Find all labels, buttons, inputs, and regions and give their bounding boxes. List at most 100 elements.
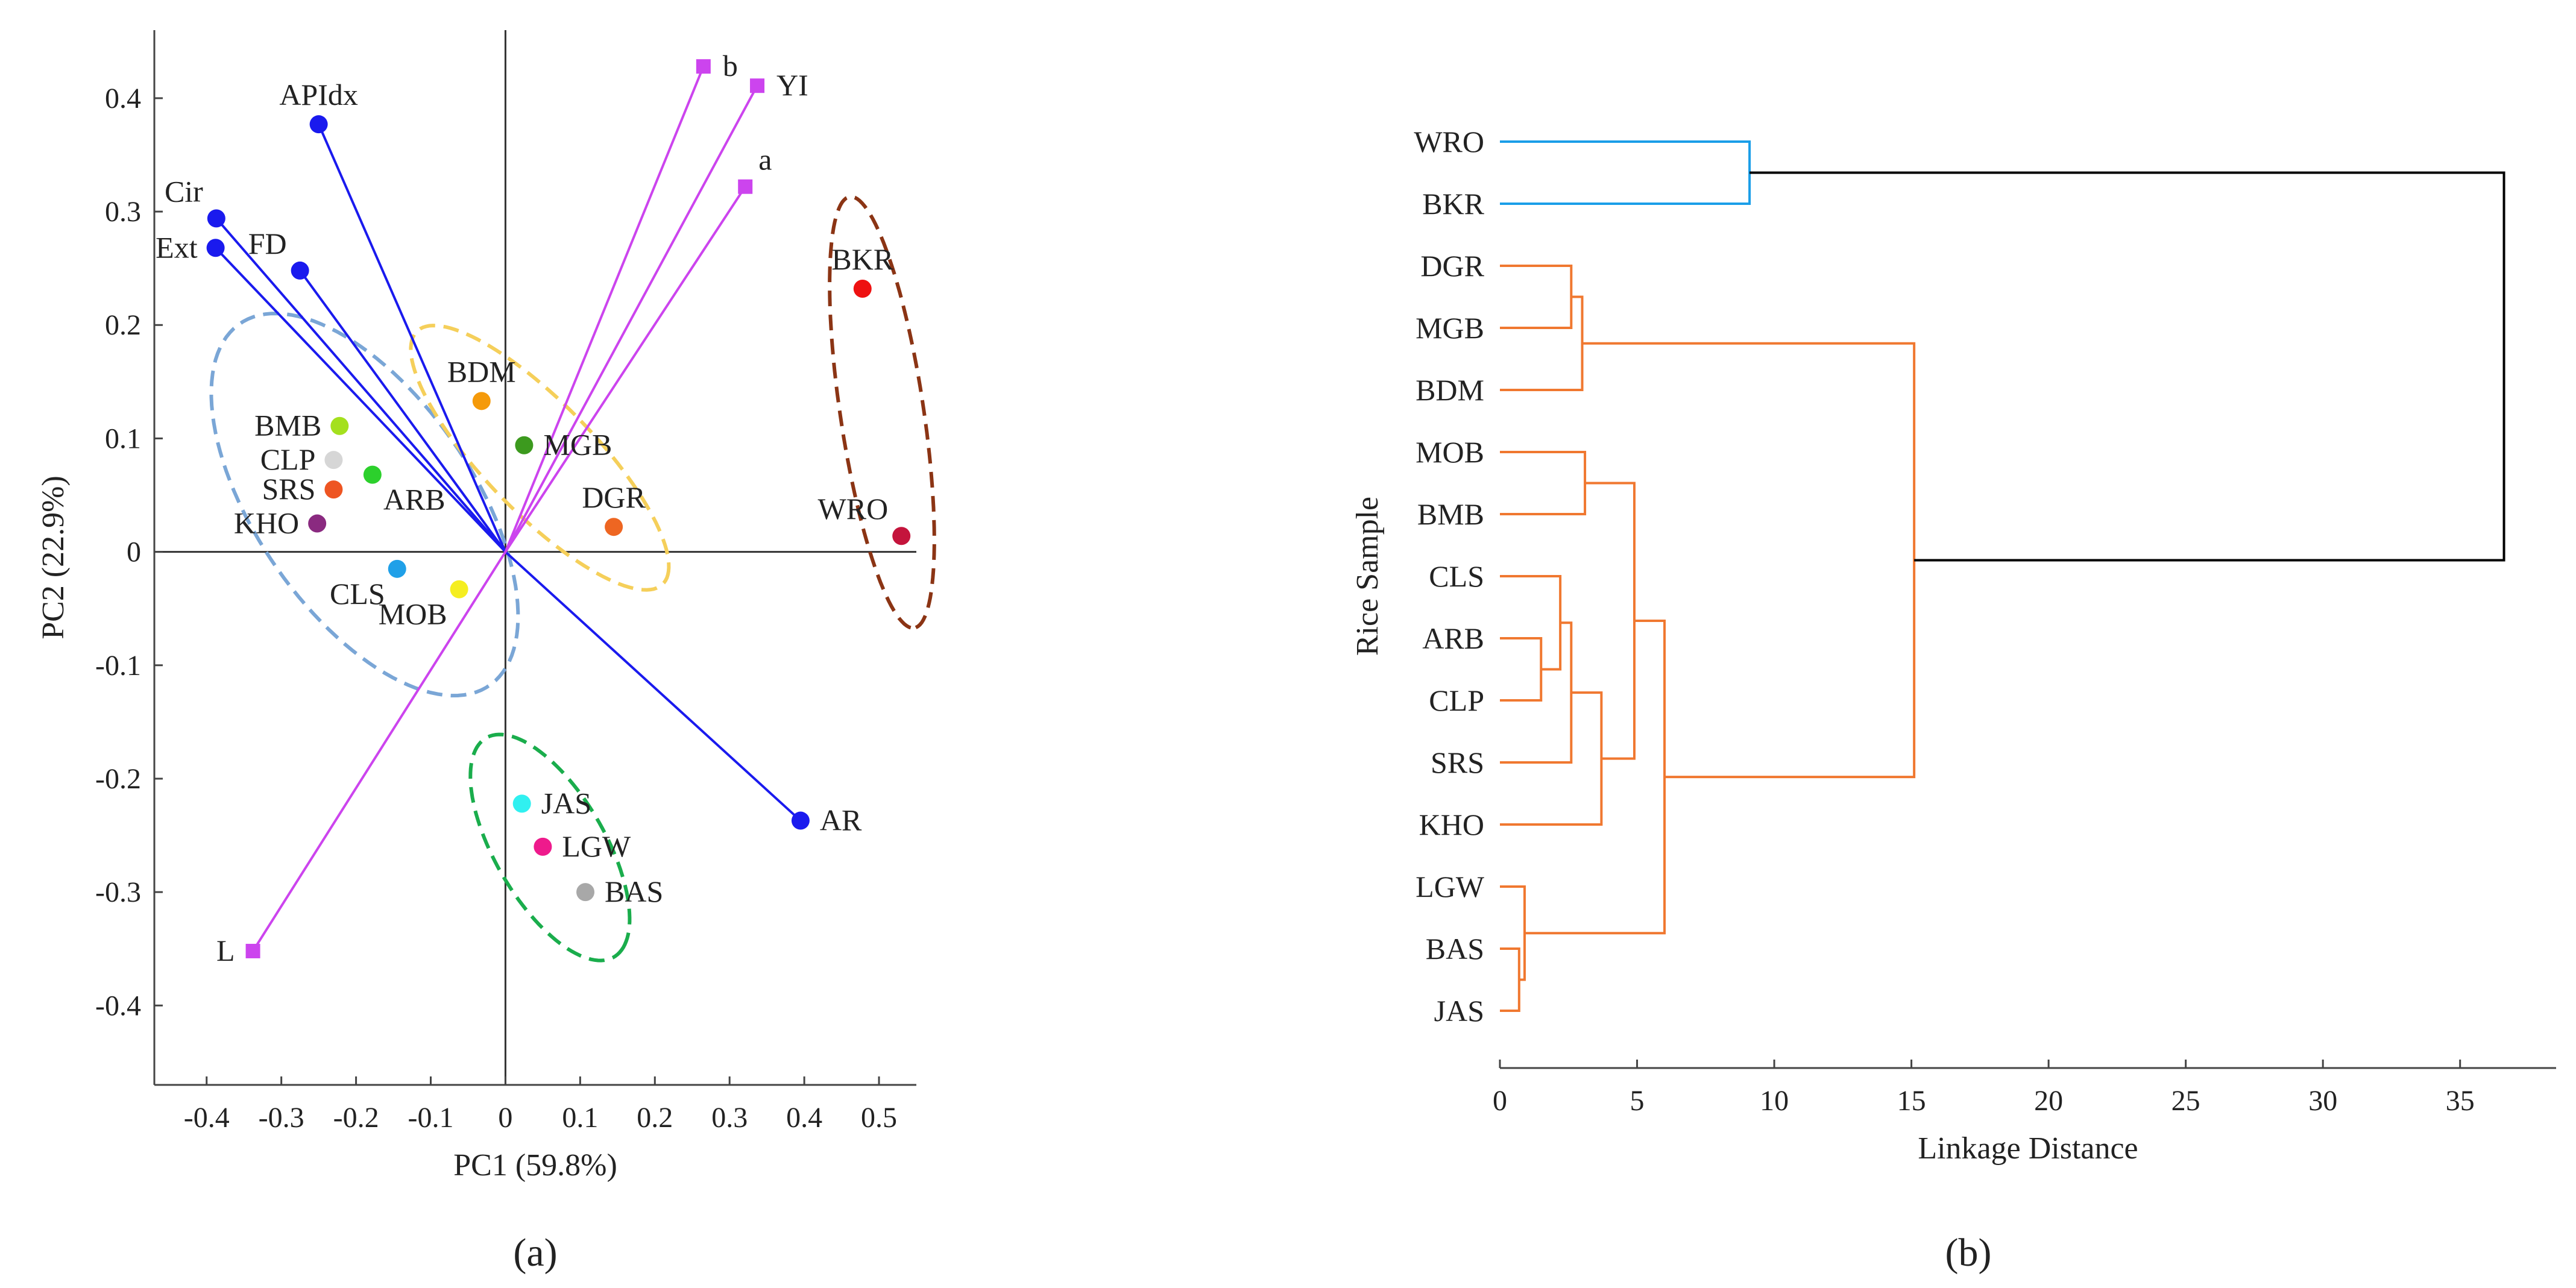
loading-point xyxy=(791,811,810,830)
loading-label: FD xyxy=(248,227,287,260)
loading-vector xyxy=(251,551,507,952)
loading-point xyxy=(291,261,309,280)
loading-label: Cir xyxy=(165,174,203,208)
x-tick-label: 10 xyxy=(1760,1085,1789,1117)
dendrogram-link xyxy=(1500,575,1562,671)
score-label: LGW xyxy=(562,829,631,863)
panel-b-caption: (b) xyxy=(1945,1231,1992,1275)
leaf-label: WRO xyxy=(1414,125,1484,159)
leaf-label: MOB xyxy=(1416,435,1484,469)
x-tick-label: -0.3 xyxy=(259,1102,304,1134)
dendrogram-link xyxy=(1500,265,1573,329)
y-tick-label: -0.2 xyxy=(95,763,141,795)
score-point xyxy=(515,436,534,454)
loading-point xyxy=(206,239,225,257)
score-label: SRS xyxy=(262,472,315,506)
loading-vector xyxy=(215,247,506,553)
score-point xyxy=(512,794,531,813)
leaf-label: CLS xyxy=(1429,559,1484,593)
loading-point xyxy=(245,943,260,958)
x-tick-label: 0 xyxy=(1493,1085,1507,1117)
score-point xyxy=(853,280,872,298)
x-tick-label: 15 xyxy=(1897,1085,1926,1117)
score-label: ARB xyxy=(383,483,446,517)
score-point xyxy=(450,580,468,598)
score-label: CLP xyxy=(260,442,316,476)
y-tick-label: 0.4 xyxy=(105,83,141,115)
y-tick-label: 0.3 xyxy=(105,196,141,228)
dendrogram-link xyxy=(1582,342,1916,779)
loading-label: YI xyxy=(776,68,808,102)
score-label: BDM xyxy=(447,354,516,388)
loading-label: AR xyxy=(820,803,862,837)
x-tick-label: 25 xyxy=(2171,1085,2200,1117)
x-tick-label: 20 xyxy=(2034,1085,2063,1117)
score-point xyxy=(308,514,327,533)
dendrogram-link xyxy=(1500,295,1584,391)
x-tick-label: -0.1 xyxy=(408,1102,454,1134)
score-label: CLS xyxy=(330,577,385,611)
score-label: BAS xyxy=(605,875,663,908)
loading-vector xyxy=(504,85,758,553)
leaf-label: KHO xyxy=(1419,808,1484,841)
score-label: DGR xyxy=(582,480,646,514)
score-point xyxy=(892,527,911,545)
x-tick-label: 0.3 xyxy=(711,1102,748,1134)
x-axis-title: Linkage Distance xyxy=(1918,1131,2138,1166)
score-point xyxy=(534,837,552,856)
leaf-label: DGR xyxy=(1420,249,1484,283)
score-label: MGB xyxy=(543,428,612,462)
leaf-label: BKR xyxy=(1422,187,1484,221)
dendrogram-link xyxy=(1585,482,1636,760)
score-label: WRO xyxy=(818,492,889,526)
dendrogram-link xyxy=(1500,140,1751,205)
dendrogram-link xyxy=(1500,947,1520,1012)
x-tick-label: 0.4 xyxy=(786,1102,822,1134)
dendrogram-link xyxy=(1500,885,1526,981)
cluster-ellipse xyxy=(468,732,632,963)
loading-point xyxy=(207,209,225,228)
x-tick-label: -0.2 xyxy=(333,1102,379,1134)
loading-point xyxy=(750,78,765,93)
loading-vector xyxy=(505,551,802,822)
cluster-ellipse xyxy=(209,312,520,698)
loading-point xyxy=(738,179,753,194)
loading-label: b xyxy=(723,49,738,83)
score-point xyxy=(330,416,349,435)
loading-vector xyxy=(317,124,507,553)
pca-biplot-panel: -0.4 -0.3 -0.2 -0.1 0 0.1 0.2 0.3 0.4 0.5 -0.4 -0.3… xyxy=(36,30,936,1275)
dendrogram-link xyxy=(1749,171,2505,562)
dendrogram-link xyxy=(1500,637,1543,702)
score-label: JAS xyxy=(541,786,591,820)
leaf-label: ARB xyxy=(1422,621,1484,655)
loading-vector xyxy=(299,269,507,553)
y-tick-label: 0 xyxy=(127,536,141,568)
y-axis-title: PC2 (22.9%) xyxy=(36,476,71,639)
loading-point xyxy=(309,115,328,134)
score-point xyxy=(324,451,343,470)
loading-label: L xyxy=(216,934,235,967)
leaf-label: JAS xyxy=(1434,994,1484,1028)
x-tick-label: 30 xyxy=(2308,1085,2337,1117)
loading-label: APIdx xyxy=(279,78,358,112)
x-tick-label: 0.5 xyxy=(861,1102,897,1134)
x-tick-label: 0.1 xyxy=(562,1102,598,1134)
loading-vector xyxy=(504,66,705,553)
y-tick-label: -0.4 xyxy=(95,990,141,1022)
x-tick-label: 35 xyxy=(2446,1085,2475,1117)
score-point xyxy=(576,883,595,902)
y-tick-label: 0.2 xyxy=(105,309,141,341)
score-point xyxy=(605,518,623,536)
y-tick-label: -0.3 xyxy=(95,876,141,908)
x-tick-label: -0.4 xyxy=(184,1102,230,1134)
loading-vector xyxy=(504,186,746,553)
score-point xyxy=(324,480,343,499)
y-axis-title: Rice Sample xyxy=(1350,497,1385,656)
score-point xyxy=(472,392,491,410)
loading-label: Ext xyxy=(156,230,198,264)
score-point xyxy=(363,465,382,484)
score-label: BMB xyxy=(254,409,321,442)
x-tick-label: 0.2 xyxy=(637,1102,673,1134)
leaf-label: BAS xyxy=(1426,932,1484,966)
